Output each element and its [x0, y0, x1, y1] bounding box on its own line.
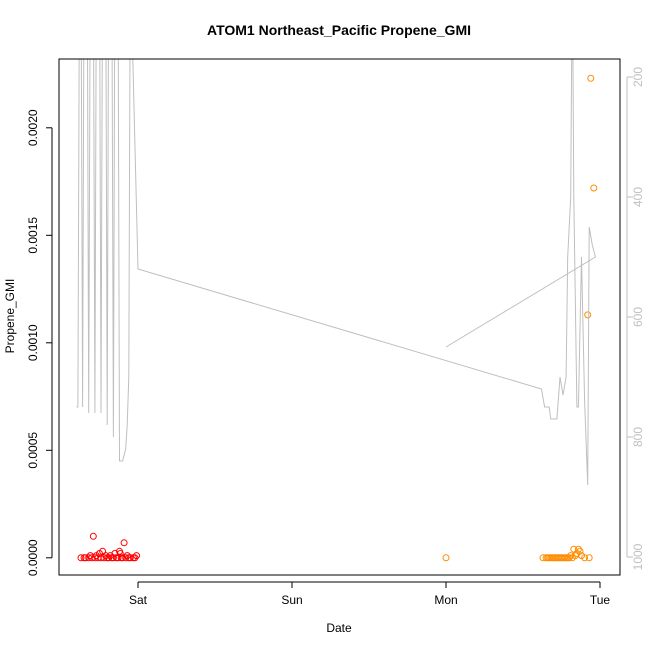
- y-axis: 0.0000 0.0005 0.0010 0.0015 0.0020: [26, 109, 53, 576]
- plot-frame: [58, 58, 621, 576]
- y2-tick-label: 1000: [631, 543, 645, 570]
- x-axis: Sat Sun Mon Tue: [129, 581, 611, 607]
- y2-tick-label: 600: [631, 307, 645, 327]
- x-tick-label: Mon: [434, 593, 457, 607]
- y-tick-label: 0.0015: [26, 217, 40, 254]
- x-tick-label: Tue: [590, 593, 611, 607]
- data-point: [109, 554, 117, 562]
- data-point: [574, 545, 582, 553]
- y2-axis: 200 400 600 800 1000: [626, 67, 645, 570]
- data-point: [587, 74, 595, 82]
- data-point: [133, 552, 140, 560]
- data-point: [567, 552, 575, 560]
- data-point: [89, 532, 97, 540]
- y-tick-label: 0.0005: [26, 432, 40, 469]
- data-point: [584, 311, 592, 319]
- x-tick-label: Sun: [281, 593, 302, 607]
- data-point: [585, 554, 593, 562]
- x-tick-label: Sat: [129, 593, 148, 607]
- data-point: [442, 554, 450, 562]
- data-point: [100, 554, 108, 562]
- data-point: [120, 539, 128, 547]
- series-line: [76, 59, 596, 486]
- y-tick-label: 0.0020: [26, 109, 40, 146]
- chart-title: ATOM1 Northeast_Pacific Propene_GMI: [207, 22, 471, 38]
- y-tick-label: 0.0000: [26, 539, 40, 576]
- data-point: [105, 554, 113, 562]
- y2-tick-label: 400: [631, 187, 645, 207]
- data-point: [77, 554, 85, 562]
- y-tick-label: 0.0010: [26, 324, 40, 361]
- data-point: [126, 554, 134, 562]
- x-axis-label: Date: [326, 621, 352, 635]
- data-point: [131, 554, 139, 562]
- data-point: [581, 554, 589, 562]
- data-point: [576, 547, 584, 555]
- data-point: [590, 184, 598, 192]
- y2-tick-label: 800: [631, 427, 645, 447]
- y-axis-label: Propene_GMI: [3, 279, 17, 354]
- y2-tick-label: 200: [631, 67, 645, 87]
